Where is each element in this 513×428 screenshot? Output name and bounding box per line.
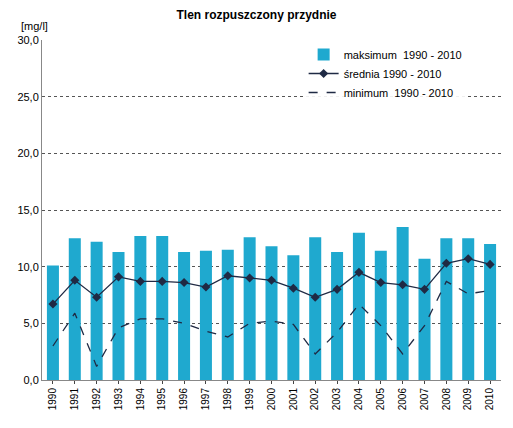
svg-text:1994: 1994	[135, 388, 146, 411]
svg-text:2000: 2000	[266, 388, 277, 411]
svg-text:1996: 1996	[178, 388, 189, 411]
svg-text:2009: 2009	[462, 388, 473, 411]
svg-text:2008: 2008	[441, 388, 452, 411]
svg-text:2003: 2003	[331, 388, 342, 411]
svg-text:10,0: 10,0	[17, 261, 38, 273]
svg-text:minimum 1990 - 2010: minimum 1990 - 2010	[344, 87, 453, 99]
svg-text:1998: 1998	[222, 388, 233, 411]
svg-text:2006: 2006	[397, 388, 408, 411]
svg-text:1999: 1999	[244, 388, 255, 411]
svg-text:[mg/l]: [mg/l]	[21, 20, 48, 32]
svg-text:2001: 2001	[288, 388, 299, 411]
svg-text:15,0: 15,0	[17, 204, 38, 216]
svg-text:maksimum 1990 - 2010: maksimum 1990 - 2010	[344, 49, 462, 61]
svg-text:1997: 1997	[200, 388, 211, 411]
svg-text:1992: 1992	[91, 388, 102, 411]
svg-text:25,0: 25,0	[17, 91, 38, 103]
svg-text:1991: 1991	[69, 388, 80, 411]
svg-text:5,0: 5,0	[24, 317, 39, 329]
svg-text:1995: 1995	[156, 388, 167, 411]
svg-text:średnia 1990 - 2010: średnia 1990 - 2010	[344, 68, 442, 80]
svg-text:1993: 1993	[113, 388, 124, 411]
svg-text:20,0: 20,0	[17, 147, 38, 159]
svg-text:0,0: 0,0	[24, 374, 39, 386]
svg-text:2004: 2004	[353, 388, 364, 411]
svg-text:2002: 2002	[309, 388, 320, 411]
svg-text:1990: 1990	[47, 388, 58, 411]
svg-text:Tlen rozpuszczony przydnie: Tlen rozpuszczony przydnie	[176, 8, 336, 22]
svg-text:2007: 2007	[419, 388, 430, 411]
svg-text:30,0: 30,0	[17, 34, 38, 46]
svg-text:2010: 2010	[484, 388, 495, 411]
svg-text:2005: 2005	[375, 388, 386, 411]
